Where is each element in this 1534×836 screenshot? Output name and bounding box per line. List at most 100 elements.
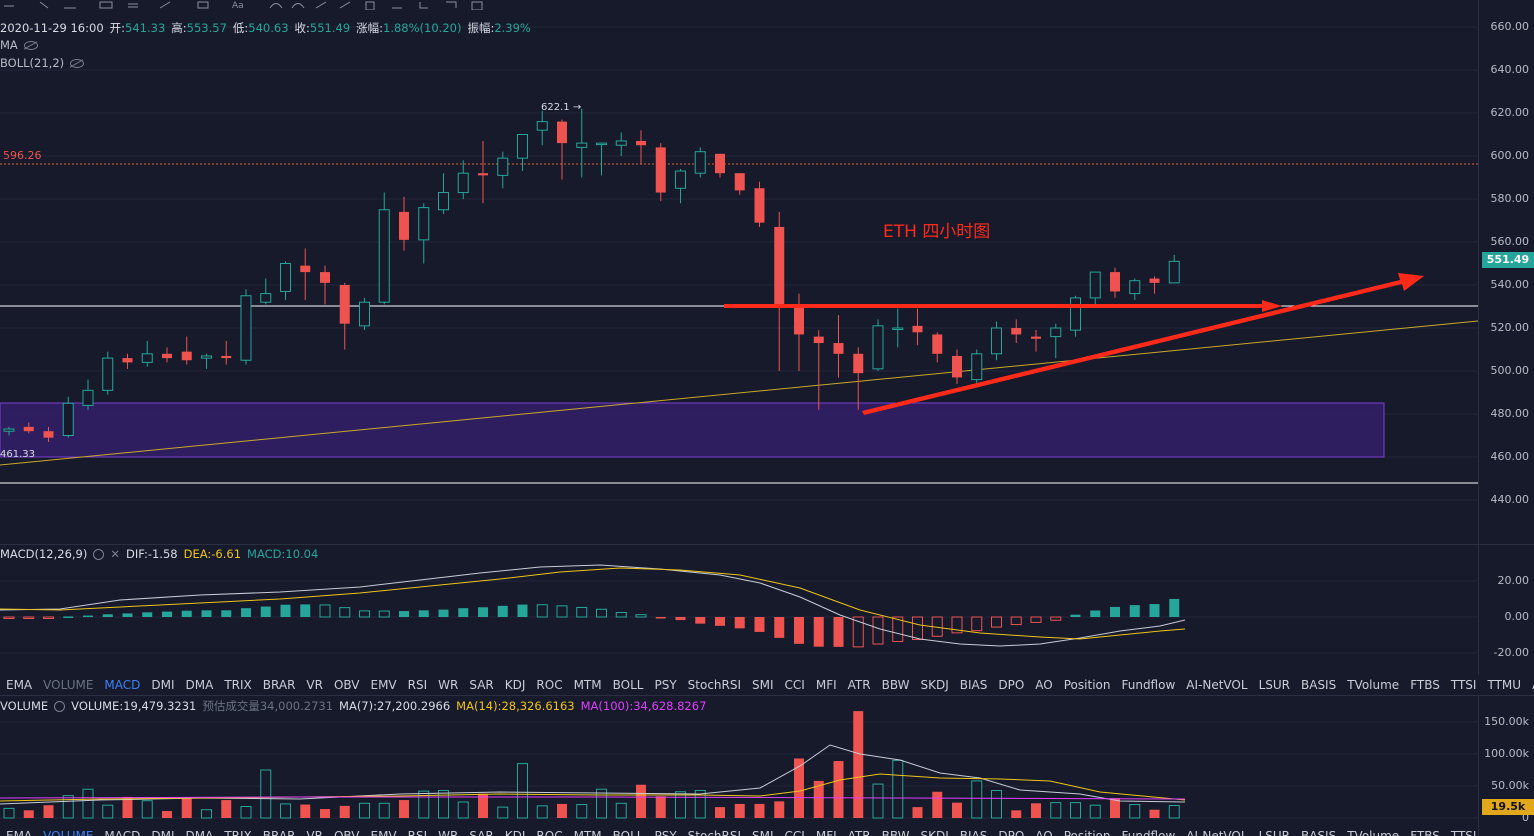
tab-bias[interactable]: BIAS xyxy=(959,829,988,836)
tab-volume[interactable]: VOLUME xyxy=(43,829,94,836)
level-596-label: 596.26 xyxy=(3,149,42,162)
eye-hidden-icon[interactable] xyxy=(23,41,38,50)
tab-sar[interactable]: SAR xyxy=(469,829,494,836)
macd-chart[interactable] xyxy=(0,545,1478,675)
tab-macd[interactable]: MACD xyxy=(104,678,141,692)
tab-volume[interactable]: VOLUME xyxy=(43,678,94,692)
tab-skdj[interactable]: SKDJ xyxy=(920,829,949,836)
tab-wr[interactable]: WR xyxy=(438,829,459,836)
tab-cci[interactable]: CCI xyxy=(784,829,805,836)
indicator-tab-bar-bottom[interactable]: EMA VOLUME MACD DMI DMA TRIX BRAR VR OBV EMV RSI WR… xyxy=(0,826,1478,836)
tab-rsi[interactable]: RSI xyxy=(407,678,428,692)
tab-emv[interactable]: EMV xyxy=(370,678,397,692)
tab-sar[interactable]: SAR xyxy=(469,678,494,692)
tab-ai-netvol[interactable]: AI-NetVOL xyxy=(1186,678,1248,692)
tab-stochrsi[interactable]: StochRSI xyxy=(687,678,742,692)
tab-position[interactable]: Position xyxy=(1063,829,1111,836)
tab-mtm[interactable]: MTM xyxy=(573,829,602,836)
tab-kdj[interactable]: KDJ xyxy=(504,829,526,836)
tab-brar[interactable]: BRAR xyxy=(262,829,296,836)
tab-lsur[interactable]: LSUR xyxy=(1258,829,1290,836)
volume-panel[interactable]: VOLUME VOLUME:19,479.3231 预估成交量34,000.2731… xyxy=(0,696,1478,826)
tab-mfi[interactable]: MFI xyxy=(815,678,837,692)
volume-chart[interactable] xyxy=(0,696,1478,826)
tab-basis[interactable]: BASIS xyxy=(1301,678,1337,692)
tab-roc[interactable]: ROC xyxy=(536,829,563,836)
indicator-tab-bar[interactable]: EMA VOLUME MACD DMI DMA TRIX BRAR VR OBV EMV RSI WR… xyxy=(0,675,1534,695)
tab-trix[interactable]: TRIX xyxy=(224,678,252,692)
tab-ema[interactable]: EMA xyxy=(6,829,33,836)
tab-obv[interactable]: OBV xyxy=(333,829,360,836)
tab-brar[interactable]: BRAR xyxy=(262,678,296,692)
gear-icon[interactable] xyxy=(54,701,66,712)
tab-ema[interactable]: EMA xyxy=(6,678,33,692)
macd-bar xyxy=(102,614,113,617)
tab-vr[interactable]: VR xyxy=(306,678,323,692)
tab-ftbs[interactable]: FTBS xyxy=(1410,678,1440,692)
tab-dpo[interactable]: DPO xyxy=(998,678,1025,692)
tab-fundflow[interactable]: Fundflow xyxy=(1121,678,1176,692)
tab-kdj[interactable]: KDJ xyxy=(504,678,526,692)
tab-dma[interactable]: DMA xyxy=(185,678,214,692)
tab-ai-bsi[interactable]: AI-BSI xyxy=(1532,675,1534,695)
tab-lsur[interactable]: LSUR xyxy=(1258,678,1290,692)
tab-atr[interactable]: ATR xyxy=(847,678,871,692)
eye-hidden-icon[interactable] xyxy=(70,59,85,68)
tab-cci[interactable]: CCI xyxy=(784,678,805,692)
tab-dma[interactable]: DMA xyxy=(185,829,214,836)
tab-tvolume[interactable]: TVolume xyxy=(1347,678,1400,692)
tab-stochrsi[interactable]: StochRSI xyxy=(687,829,742,836)
tab-wr[interactable]: WR xyxy=(438,678,459,692)
tab-ao[interactable]: AO xyxy=(1035,678,1053,692)
tab-vr[interactable]: VR xyxy=(306,829,323,836)
tab-ftbs[interactable]: FTBS xyxy=(1410,829,1440,836)
tab-ai-netvol[interactable]: AI-NetVOL xyxy=(1186,829,1248,836)
tab-emv[interactable]: EMV xyxy=(370,829,397,836)
tab-bias[interactable]: BIAS xyxy=(959,678,988,692)
indicator-ma-row[interactable]: MA xyxy=(0,38,44,52)
gear-icon[interactable] xyxy=(93,549,105,560)
tab-fundflow[interactable]: Fundflow xyxy=(1121,829,1176,836)
tab-psy[interactable]: PSY xyxy=(654,829,677,836)
tab-bbw[interactable]: BBW xyxy=(881,829,910,836)
tab-dmi[interactable]: DMI xyxy=(151,678,175,692)
tab-smi[interactable]: SMI xyxy=(752,829,774,836)
tab-boll[interactable]: BOLL xyxy=(612,829,644,836)
tab-mtm[interactable]: MTM xyxy=(573,678,602,692)
macd-panel[interactable]: MACD(12,26,9) ✕ DIF:-1.58 DEA:-6.61 MACD:10.… xyxy=(0,545,1478,675)
tab-ttmu[interactable]: TTMU xyxy=(1487,678,1522,692)
tab-mfi[interactable]: MFI xyxy=(815,829,837,836)
indicator-boll-row[interactable]: BOLL(21,2) xyxy=(0,56,90,70)
toolbar-icons[interactable]: Aa xyxy=(0,0,520,10)
price-axis[interactable]: 660.00 640.00 620.00 600.00 580.00 560.00 540.… xyxy=(1478,0,1534,545)
tab-macd[interactable]: MACD xyxy=(104,829,141,836)
tab-roc[interactable]: ROC xyxy=(536,678,563,692)
volume-bar xyxy=(694,789,706,819)
tab-dmi[interactable]: DMI xyxy=(151,829,175,836)
tab-smi[interactable]: SMI xyxy=(752,678,774,692)
tab-bbw[interactable]: BBW xyxy=(881,678,910,692)
volume-bar xyxy=(181,797,192,818)
tab-trix[interactable]: TRIX xyxy=(224,829,252,836)
tab-boll[interactable]: BOLL xyxy=(612,678,644,692)
close-label: 收: xyxy=(294,21,310,35)
tab-ao[interactable]: AO xyxy=(1035,829,1053,836)
macd-bar xyxy=(142,612,153,617)
volume-bar xyxy=(1110,798,1120,818)
price-chart[interactable]: ETH 四小时图 622.1 → 596.26 461.33 xyxy=(0,0,1478,545)
tab-ttsi[interactable]: TTSI xyxy=(1450,829,1477,836)
tab-rsi[interactable]: RSI xyxy=(407,829,428,836)
tab-psy[interactable]: PSY xyxy=(654,678,677,692)
tab-obv[interactable]: OBV xyxy=(333,678,360,692)
price-chart-panel[interactable]: ETH 四小时图 622.1 → 596.26 461.33 2020-11-2… xyxy=(0,0,1478,545)
tab-atr[interactable]: ATR xyxy=(847,829,871,836)
candle xyxy=(438,173,449,215)
tab-basis[interactable]: BASIS xyxy=(1301,829,1337,836)
tab-tvolume[interactable]: TVolume xyxy=(1347,829,1400,836)
macd-bar xyxy=(852,616,864,648)
tab-skdj[interactable]: SKDJ xyxy=(920,678,949,692)
close-icon[interactable]: ✕ xyxy=(110,547,120,561)
tab-position[interactable]: Position xyxy=(1063,678,1111,692)
tab-ttsi[interactable]: TTSI xyxy=(1450,678,1477,692)
tab-dpo[interactable]: DPO xyxy=(998,829,1025,836)
